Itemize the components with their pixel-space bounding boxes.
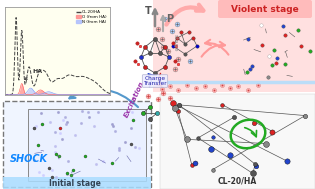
Text: Initial stage: Initial stage bbox=[49, 178, 101, 187]
FancyBboxPatch shape bbox=[218, 0, 312, 18]
Legend: CL-20/HA, O (from HA), N (from HA): CL-20/HA, O (from HA), N (from HA) bbox=[74, 9, 108, 25]
FancyBboxPatch shape bbox=[153, 0, 315, 92]
FancyBboxPatch shape bbox=[3, 101, 151, 187]
FancyBboxPatch shape bbox=[160, 94, 315, 189]
Text: Charge
Transfer: Charge Transfer bbox=[143, 76, 167, 86]
Text: T: T bbox=[145, 6, 152, 16]
Text: CL-20/HA: CL-20/HA bbox=[217, 176, 257, 185]
Text: HA: HA bbox=[25, 69, 43, 80]
Text: Violent stage: Violent stage bbox=[231, 5, 299, 13]
FancyBboxPatch shape bbox=[3, 177, 151, 189]
Text: Excitation: Excitation bbox=[123, 80, 145, 118]
Text: SHOCK: SHOCK bbox=[10, 154, 48, 164]
Text: P: P bbox=[166, 14, 174, 24]
Text: stage: stage bbox=[173, 34, 177, 51]
FancyBboxPatch shape bbox=[28, 109, 146, 181]
